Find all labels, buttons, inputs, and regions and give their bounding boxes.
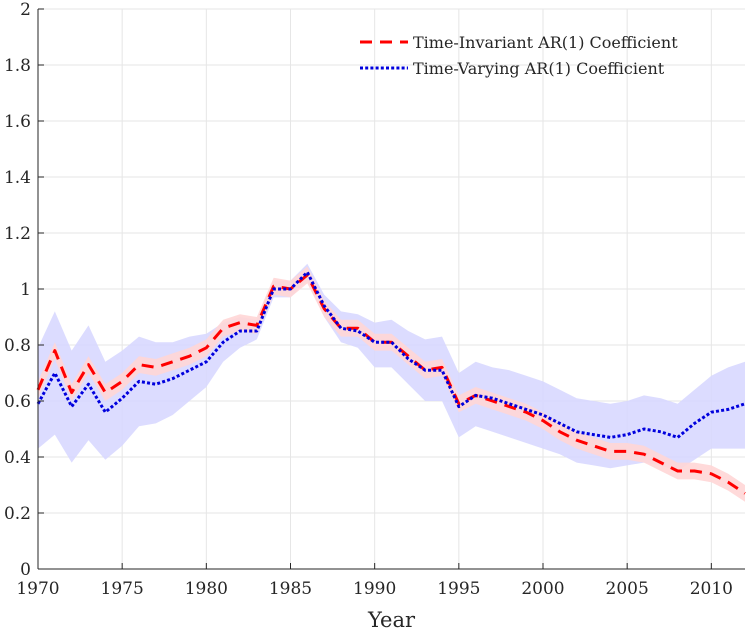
band-time-invariant	[38, 266, 745, 502]
y-tick-label-1.6: 1.6	[4, 112, 31, 132]
band-time-varying	[38, 263, 745, 471]
y-tick-label-0.4: 0.4	[4, 448, 31, 468]
y-tick-label-0.8: 0.8	[4, 336, 31, 356]
y-tick-label-0.6: 0.6	[4, 392, 31, 412]
y-tick-label-2: 2	[20, 0, 31, 20]
x-tick-label-2005: 2005	[606, 579, 649, 599]
y-tick-label-1.8: 1.8	[4, 56, 31, 76]
y-tick-label-0: 0	[20, 560, 31, 580]
y-tick-label-0.2: 0.2	[4, 504, 31, 524]
legend-label-time-invariant: Time-Invariant AR(1) Coefficient	[413, 33, 678, 52]
y-tick-label-1.4: 1.4	[4, 168, 31, 188]
confidence-bands	[38, 263, 745, 502]
legend: Time-Invariant AR(1) Coefficient Time-Va…	[360, 33, 678, 78]
axes	[37, 8, 745, 570]
x-axis-label: Year	[367, 608, 416, 630]
x-tick-label-1980: 1980	[185, 579, 228, 599]
x-tick-label-1985: 1985	[269, 579, 312, 599]
legend-label-time-varying: Time-Varying AR(1) Coefficient	[413, 59, 665, 78]
grid	[37, 8, 745, 570]
y-tick-label-1.2: 1.2	[4, 224, 31, 244]
x-tick-label-1995: 1995	[437, 579, 480, 599]
x-tick-label-2000: 2000	[521, 579, 564, 599]
tick-labels: 1970 1975 1980 1985 1990 1995 2000 2005 2010 0 0.2…	[4, 0, 733, 599]
x-tick-label-1975: 1975	[101, 579, 144, 599]
x-tick-label-2010: 2010	[690, 579, 733, 599]
y-tick-label-1: 1	[20, 280, 31, 300]
x-tick-label-1970: 1970	[16, 579, 59, 599]
x-tick-label-1990: 1990	[353, 579, 396, 599]
